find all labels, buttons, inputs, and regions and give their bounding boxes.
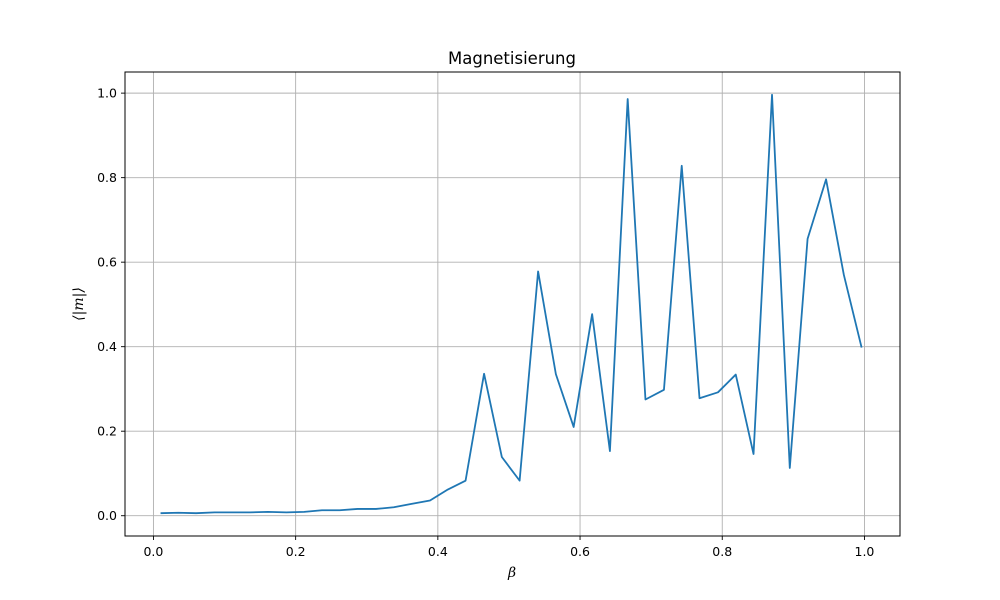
y-tick-label: 1.0 <box>97 86 117 101</box>
x-axis-ticks: 0.0 0.2 0.4 0.6 0.8 1.0 <box>143 536 874 559</box>
y-axis-ticks: 0.0 0.2 0.4 0.6 0.8 1.0 <box>97 86 125 523</box>
x-tick-label: 0.2 <box>286 544 306 559</box>
x-tick-label: 0.6 <box>570 544 590 559</box>
series-line <box>160 93 863 515</box>
y-tick-label: 0.2 <box>97 424 117 439</box>
grid <box>125 72 900 536</box>
x-tick-label: 0.4 <box>428 544 448 559</box>
y-tick-label: 0.0 <box>97 508 117 523</box>
series-layer <box>160 93 863 515</box>
chart-title: Magnetisierung <box>448 49 576 68</box>
y-tick-label: 0.4 <box>97 339 117 354</box>
x-tick-label: 0.8 <box>712 544 732 559</box>
plot-frame <box>124 71 901 537</box>
x-tick-label: 1.0 <box>855 544 875 559</box>
y-tick-label: 0.6 <box>97 255 117 270</box>
y-axis-label: ⟨|m|⟩ <box>71 287 87 321</box>
x-tick-label: 0.0 <box>143 544 163 559</box>
x-axis-label: β <box>507 565 516 581</box>
y-tick-label: 0.8 <box>97 170 117 185</box>
